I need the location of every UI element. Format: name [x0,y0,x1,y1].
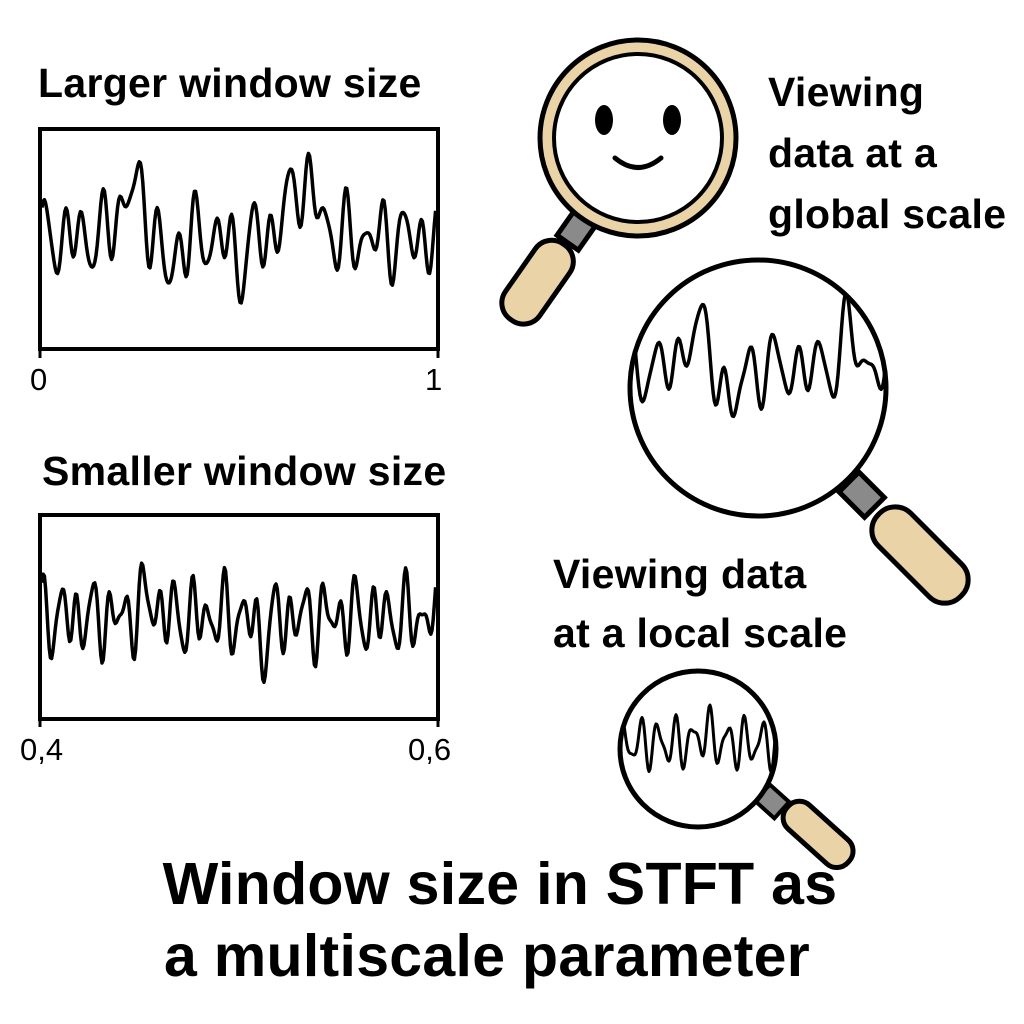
global-caption-line-1: Viewing [768,69,925,115]
local-large-handle [869,504,971,606]
local-small-handle [780,798,856,871]
large-plot-frame [38,127,440,351]
small-axis-end: 0,6 [408,732,452,767]
small-axis-start: 0,4 [20,732,64,767]
footer-line-1: Window size in STFT as [162,851,838,917]
local-caption-line-1: Viewing data [553,551,807,597]
large-axis-end: 1 [425,362,443,397]
local-small-waveform [622,703,774,774]
footer-line-2: a multiscale parameter [163,923,811,989]
footer-title: Window size in STFT as a multiscale para… [0,848,1024,992]
smaller-window-heading: Smaller window size [42,448,447,494]
small-window-plot [38,513,440,727]
smiley-right-eye [663,105,681,135]
large-window-plot [38,127,440,358]
global-caption-line-2: data at a [768,130,938,176]
global-lens [552,52,724,224]
smiley-face-magnifier-icon [499,37,739,327]
waveform-magnifier-small-icon [617,668,856,871]
local-small-lens [617,668,779,830]
global-caption-line-3: global scale [768,191,1007,237]
large-waveform [40,151,438,305]
larger-window-heading: Larger window size [38,60,422,106]
smiley-left-eye [595,105,613,135]
large-axis-start: 0 [30,362,48,397]
global-scale-caption: Viewing data at a global scale [768,62,1006,245]
local-caption-line-2: at a local scale [553,610,848,656]
small-waveform [40,561,438,685]
waveform-magnifier-icon [627,257,971,606]
global-handle [499,237,576,327]
local-large-neck [835,468,888,521]
local-scale-caption: Viewing data at a local scale [553,545,847,663]
smiley-mouth [612,155,664,170]
local-large-waveform [632,290,884,419]
small-plot-frame [38,513,440,721]
